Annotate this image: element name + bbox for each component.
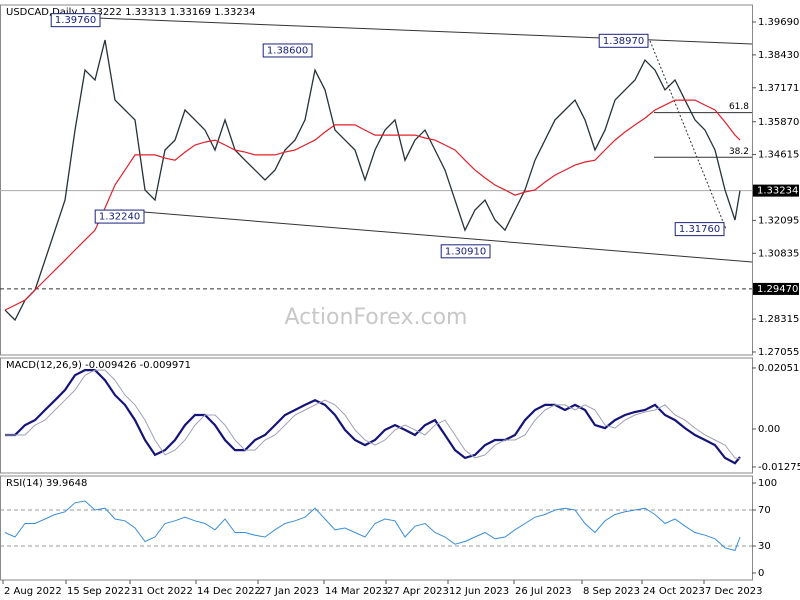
y-tick-label: 0 (758, 568, 764, 579)
fib-label: 38.2 (729, 147, 749, 157)
price-annotation (598, 33, 649, 48)
price-tag (753, 184, 799, 197)
y-tick-label: 1.30835 (758, 248, 799, 259)
price-annotation (94, 209, 145, 224)
price-annotation-label: 1.38600 (267, 45, 308, 56)
x-tick-label: 8 Sep 2023 (583, 586, 640, 597)
y-tick-label: 70 (758, 505, 771, 516)
panel-label: RSI(14) 39.9648 (6, 478, 87, 489)
y-tick-label: 1.32095 (758, 215, 799, 226)
panel-frame (0, 357, 753, 474)
y-tick-label: 30 (758, 541, 771, 552)
x-tick-label: 27 Apr 2023 (387, 586, 449, 597)
y-tick-label: 100 (758, 478, 777, 489)
y-tick-label: 1.39690 (758, 17, 799, 28)
price-annotation (262, 43, 313, 58)
fib-label: 61.8 (729, 102, 749, 112)
y-tick-label: 1.37171 (758, 83, 799, 94)
y-tick-label: 0.020518 (758, 363, 800, 374)
x-tick-label: 15 Sep 2022 (67, 586, 130, 597)
price-tag-label: 1.33234 (757, 186, 798, 197)
price-annotation-label: 1.30910 (445, 246, 486, 257)
x-tick-label: 26 Jul 2023 (515, 586, 572, 597)
series-line (4, 500, 741, 552)
x-tick-label: 14 Mar 2023 (325, 586, 388, 597)
price-annotation (674, 222, 725, 237)
channel-line (119, 209, 753, 263)
y-tick-label: -0.012755 (758, 462, 800, 473)
series-line (5, 369, 741, 460)
series-line (4, 99, 741, 311)
price-tag (753, 282, 799, 295)
panel-label: MACD(12,26,9) -0.009426 -0.009971 (6, 360, 191, 371)
y-tick-label: 1.35870 (758, 117, 799, 128)
price-annotation-label: 1.39760 (55, 15, 96, 26)
watermark: ActionForex.com (285, 305, 468, 330)
price-annotation (50, 13, 101, 28)
y-tick-label: 1.34615 (758, 150, 799, 161)
swing-line (649, 40, 727, 230)
y-tick-label: 1.27055 (758, 347, 799, 358)
x-tick-label: 24 Oct 2023 (643, 586, 705, 597)
price-annotation-label: 1.32240 (99, 212, 140, 223)
panel-frame (0, 4, 753, 356)
panel-frame (0, 475, 753, 581)
y-tick-label: 1.38430 (758, 50, 799, 61)
price-tag-label: 1.29470 (757, 284, 798, 295)
price-annotation-label: 1.38970 (603, 36, 644, 47)
panel-label: USDCAD,Daily 1.33222 1.33313 1.33169 1.3… (6, 7, 256, 18)
price-annotation (440, 244, 491, 259)
x-tick-label: 2 Aug 2022 (4, 586, 62, 597)
x-tick-label: 12 Jun 2023 (449, 586, 509, 597)
x-tick-label: 27 Jan 2023 (259, 586, 319, 597)
series-line (5, 369, 741, 465)
x-tick-label: 31 Oct 2022 (131, 586, 193, 597)
y-tick-label: 0.00 (758, 424, 780, 435)
series-line (4, 39, 741, 322)
x-tick-label: 14 Dec 2022 (197, 586, 261, 597)
price-annotation-label: 1.31760 (679, 224, 720, 235)
x-tick-label: 7 Dec 2023 (705, 586, 763, 597)
y-tick-label: 1.28315 (758, 314, 799, 325)
